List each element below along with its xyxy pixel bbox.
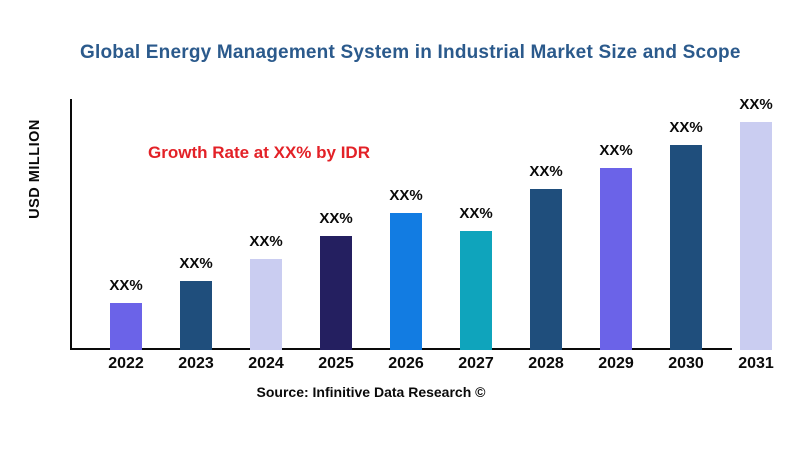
x-tick-label-2022: 2022 (108, 355, 144, 372)
x-tick-label-2027: 2027 (458, 355, 494, 372)
bar-value-label-2029: XX% (599, 142, 633, 159)
bar-2022 (110, 303, 142, 350)
bar-value-label-2024: XX% (249, 233, 283, 250)
bar-value-label-2026: XX% (389, 187, 423, 204)
bar-value-label-2022: XX% (109, 277, 143, 294)
x-tick-label-2031: 2031 (738, 355, 774, 372)
x-tick-label-2028: 2028 (528, 355, 564, 372)
bar-2029 (600, 168, 632, 350)
bar-value-label-2030: XX% (669, 119, 703, 136)
bar-value-label-2027: XX% (459, 205, 493, 222)
bar-value-label-2023: XX% (179, 255, 213, 272)
bar-2024 (250, 259, 282, 350)
bar-value-label-2028: XX% (529, 163, 563, 180)
bar-2025 (320, 236, 352, 350)
bar-2028 (530, 189, 562, 350)
bar-2027 (460, 231, 492, 350)
x-tick-label-2025: 2025 (318, 355, 354, 372)
y-axis-line (70, 99, 72, 350)
x-tick-label-2030: 2030 (668, 355, 704, 372)
source-attribution: Source: Infinitive Data Research © (256, 384, 486, 400)
bar-2030 (670, 145, 702, 350)
chart-title: Global Energy Management System in Indus… (80, 42, 741, 63)
bar-2023 (180, 281, 212, 350)
x-tick-label-2023: 2023 (178, 355, 214, 372)
x-tick-label-2029: 2029 (598, 355, 634, 372)
x-tick-label-2026: 2026 (388, 355, 424, 372)
growth-rate-annotation: Growth Rate at XX% by IDR (148, 143, 370, 162)
bar-2031 (740, 122, 772, 350)
bar-value-label-2031: XX% (739, 96, 773, 113)
bar-value-label-2025: XX% (319, 210, 353, 227)
y-axis-label: USD MILLION (27, 119, 43, 219)
bar-2026 (390, 213, 422, 350)
x-tick-label-2024: 2024 (248, 355, 284, 372)
